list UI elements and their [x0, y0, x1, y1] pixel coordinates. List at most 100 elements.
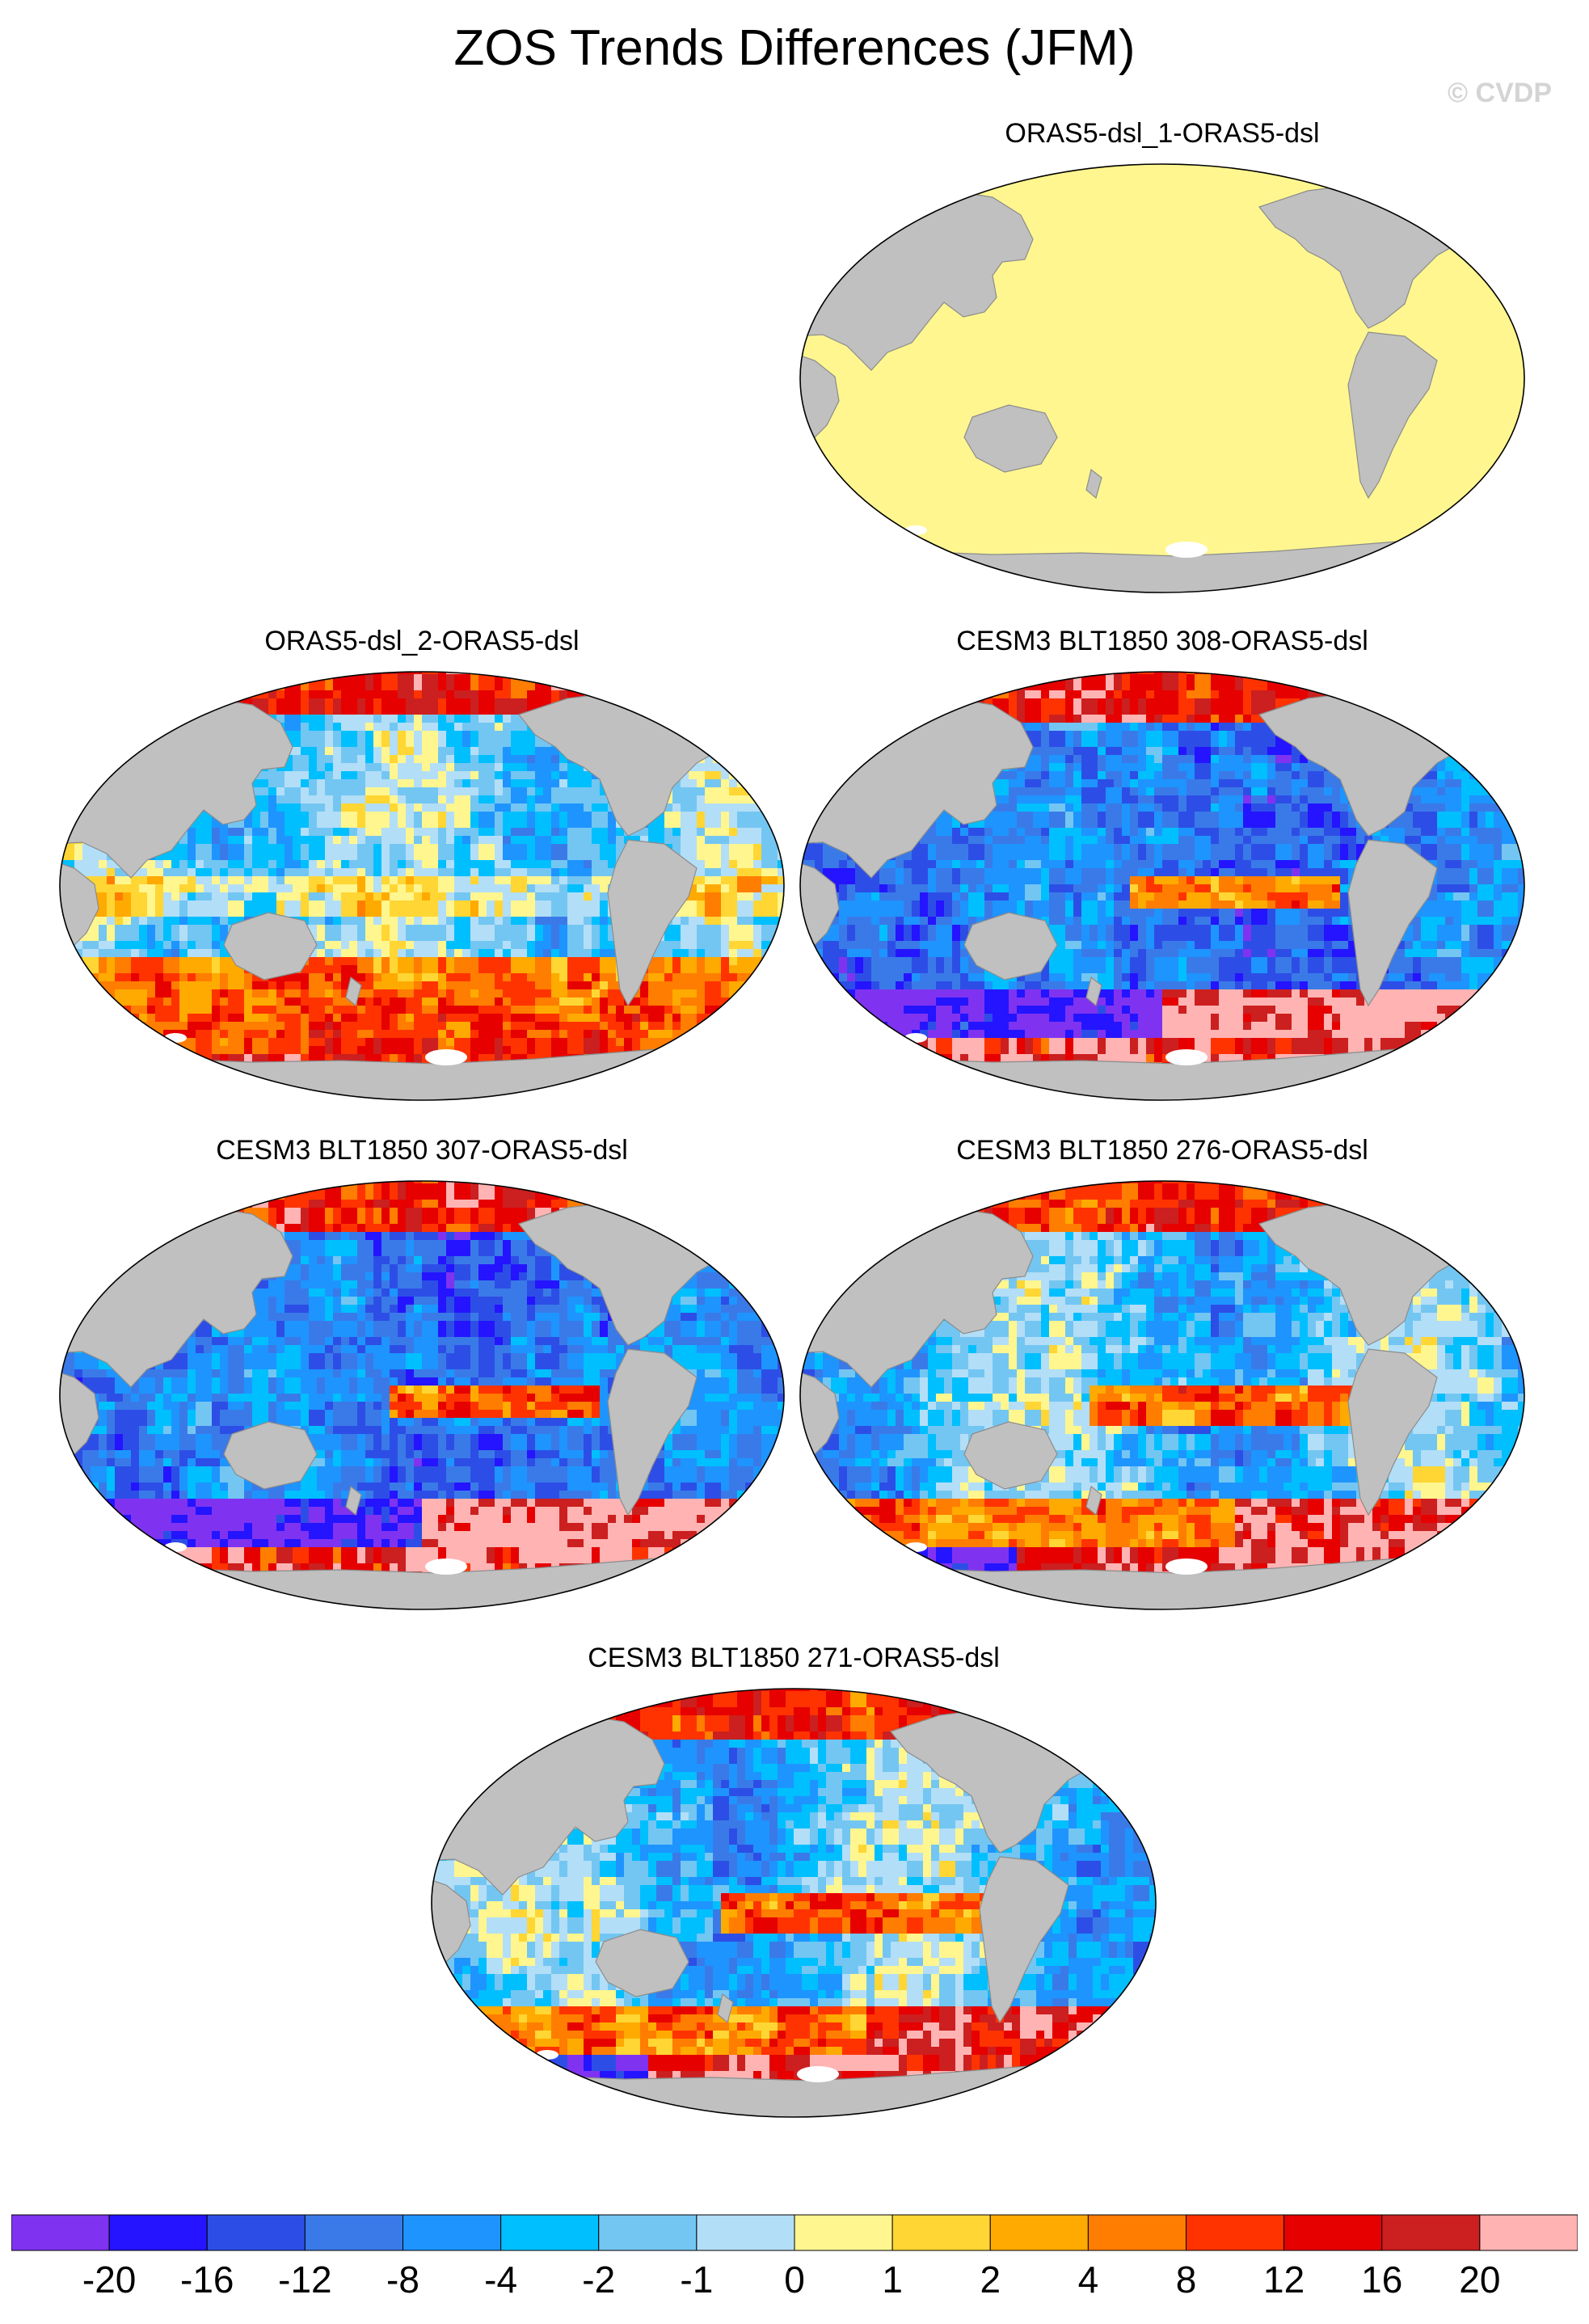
greenland-land [727, 685, 770, 732]
colorbar-label: -1 [680, 2257, 713, 2302]
colorbar-label: -20 [82, 2257, 136, 2302]
greenland-land [1467, 685, 1511, 732]
new-zealand-land [1085, 468, 1102, 500]
ocean-field [800, 672, 1524, 1100]
colorbar-label: 12 [1263, 2257, 1304, 2302]
world-map [799, 671, 1525, 1101]
map-border [59, 671, 785, 1101]
new-zealand-land [717, 1993, 734, 2024]
colorbar-swatch [500, 2214, 600, 2251]
ice-shelf [425, 1049, 467, 1065]
colorbar-swatch [403, 2214, 502, 2251]
australia-land [963, 1421, 1058, 1490]
colorbar-label: -12 [278, 2257, 331, 2302]
figure-title: ZOS Trends Differences (JFM) [0, 18, 1589, 79]
greenland-land [1467, 178, 1511, 224]
ice-shelf [1165, 542, 1208, 558]
greenland-land [1098, 1702, 1142, 1748]
copyright-watermark: © CVDP [1448, 78, 1552, 109]
colorbar-label: 2 [980, 2257, 1001, 2302]
ice-shelf [1165, 1049, 1208, 1065]
colorbar-swatch [1186, 2214, 1285, 2251]
australia-land [963, 404, 1058, 473]
world-map [59, 1180, 785, 1610]
map-panel-cesm3-308: CESM3 BLT1850 308-ORAS5-dsl [790, 624, 1534, 1109]
new-zealand-land [345, 976, 362, 1007]
colorbar-label: 16 [1361, 2257, 1402, 2302]
ice-shelf [1165, 1558, 1208, 1575]
world-map [799, 163, 1525, 593]
panel-title: CESM3 BLT1850 271-ORAS5-dsl [422, 1641, 1165, 1675]
colorbar-label: 20 [1459, 2257, 1500, 2302]
antarctica-land [60, 1553, 784, 1609]
antarctica-land [432, 2060, 1156, 2117]
panel-title: CESM3 BLT1850 308-ORAS5-dsl [790, 624, 1534, 658]
australia-land [963, 912, 1058, 981]
south-america-land [607, 839, 698, 1007]
colorbar-swatch [11, 2214, 110, 2251]
south-america-land [1347, 839, 1438, 1007]
antarctica-land [800, 1553, 1524, 1609]
south-america-land [1347, 331, 1438, 500]
world-map [59, 671, 785, 1101]
map-border [799, 163, 1525, 593]
colorbar-swatch [891, 2214, 991, 2251]
colorbar-swatch [696, 2214, 795, 2251]
antarctica-land [60, 1044, 784, 1100]
south-america-land [607, 1348, 698, 1516]
colorbar-label: 0 [784, 2257, 805, 2302]
colorbar-label: -2 [582, 2257, 615, 2302]
new-zealand-land [1085, 1485, 1102, 1516]
map-panel-oras5-dsl-1: ORAS5-dsl_1-ORAS5-dsl [790, 116, 1534, 601]
map-border [59, 1180, 785, 1610]
map-border [799, 1180, 1525, 1610]
colorbar-label: 8 [1176, 2257, 1197, 2302]
panel-title: CESM3 BLT1850 276-ORAS5-dsl [790, 1133, 1534, 1167]
australia-land [595, 1929, 689, 1997]
colorbar-label: -4 [484, 2257, 517, 2302]
colorbar-label: -16 [180, 2257, 234, 2302]
world-map [799, 1180, 1525, 1610]
antarctica-land [800, 536, 1524, 593]
colorbar-swatch [304, 2214, 403, 2251]
colorbar-swatch [1381, 2214, 1481, 2251]
world-map [431, 1688, 1157, 2118]
colorbar-swatch [598, 2214, 698, 2251]
colorbar-swatch [1087, 2214, 1186, 2251]
south-america-land [1347, 1348, 1438, 1516]
map-panel-cesm3-307: CESM3 BLT1850 307-ORAS5-dsl [50, 1133, 794, 1618]
ice-shelf [797, 2066, 839, 2082]
new-zealand-land [345, 1485, 362, 1516]
ocean-field [800, 1181, 1524, 1609]
colorbar-label: -8 [386, 2257, 419, 2302]
greenland-land [1467, 1195, 1511, 1241]
panel-title: CESM3 BLT1850 307-ORAS5-dsl [50, 1133, 794, 1167]
panel-title: ORAS5-dsl_2-ORAS5-dsl [50, 624, 794, 658]
colorbar-swatch [989, 2214, 1089, 2251]
ice-shelf [425, 1558, 467, 1575]
ocean-field [60, 672, 784, 1100]
colorbar-label: 1 [882, 2257, 903, 2302]
map-panel-cesm3-276: CESM3 BLT1850 276-ORAS5-dsl [790, 1133, 1534, 1618]
new-zealand-land [1085, 976, 1102, 1007]
colorbar-swatch [1479, 2214, 1578, 2251]
map-panel-cesm3-271: CESM3 BLT1850 271-ORAS5-dsl [422, 1641, 1165, 2126]
greenland-land [727, 1195, 770, 1241]
antarctica-land [800, 1044, 1524, 1100]
australia-land [223, 1421, 318, 1490]
panel-title: ORAS5-dsl_1-ORAS5-dsl [790, 116, 1534, 150]
colorbar-swatch [794, 2214, 893, 2251]
ocean-field [60, 1181, 784, 1609]
ocean-field [432, 1689, 1156, 2117]
colorbar-swatch [206, 2214, 306, 2251]
australia-land [223, 912, 318, 981]
colorbar: -20 -16 -12 -8 -4 -2 -1 0 1 2 4 8 12 16 20 [11, 2213, 1578, 2310]
colorbar-swatch [108, 2214, 208, 2251]
colorbar-swatches [11, 2214, 1578, 2251]
map-border [799, 671, 1525, 1101]
south-america-land [979, 1856, 1069, 2024]
colorbar-label: 4 [1078, 2257, 1099, 2302]
map-panel-oras5-dsl-2: ORAS5-dsl_2-ORAS5-dsl [50, 624, 794, 1109]
ocean-field [800, 164, 1524, 593]
map-border [431, 1688, 1157, 2118]
